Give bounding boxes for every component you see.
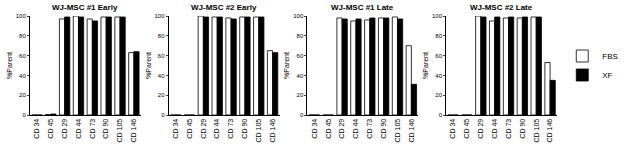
svg-text:60: 60 <box>435 53 442 59</box>
svg-text:100: 100 <box>293 13 304 19</box>
svg-text:CD 44: CD 44 <box>75 119 82 139</box>
svg-text:FBS: FBS <box>602 52 618 61</box>
svg-text:CD 90: CD 90 <box>102 119 109 139</box>
svg-text:CD 90: CD 90 <box>380 119 387 139</box>
svg-text:0: 0 <box>161 112 165 118</box>
svg-text:20: 20 <box>297 92 304 98</box>
svg-text:CD 29: CD 29 <box>61 119 68 139</box>
svg-text:60: 60 <box>19 53 26 59</box>
svg-text:80: 80 <box>19 33 26 39</box>
svg-text:80: 80 <box>297 33 304 39</box>
svg-text:20: 20 <box>158 92 165 98</box>
svg-text:0: 0 <box>300 112 304 118</box>
svg-text:CD 29: CD 29 <box>477 119 484 139</box>
svg-text:WJ-MSC #1 Late: WJ-MSC #1 Late <box>331 3 394 12</box>
svg-text:CD 105: CD 105 <box>255 119 262 143</box>
svg-text:CD 73: CD 73 <box>227 119 234 139</box>
svg-text:CD 44: CD 44 <box>491 119 498 139</box>
svg-text:20: 20 <box>19 92 26 98</box>
svg-text:CD 45: CD 45 <box>186 119 193 139</box>
svg-text:CD 45: CD 45 <box>325 119 332 139</box>
svg-text:CD 146: CD 146 <box>408 119 415 143</box>
svg-text:CD 146: CD 146 <box>546 119 553 143</box>
svg-text:40: 40 <box>158 73 165 79</box>
svg-text:CD 105: CD 105 <box>116 119 123 143</box>
svg-text:CD 44: CD 44 <box>213 119 220 139</box>
svg-text:40: 40 <box>297 73 304 79</box>
svg-text:100: 100 <box>16 13 27 19</box>
svg-text:CD 34: CD 34 <box>449 119 456 139</box>
svg-text:60: 60 <box>158 53 165 59</box>
svg-text:CD 34: CD 34 <box>311 119 318 139</box>
svg-text:100: 100 <box>432 13 443 19</box>
svg-text:40: 40 <box>435 73 442 79</box>
svg-text:WJ-MSC #1 Early: WJ-MSC #1 Early <box>52 3 118 12</box>
svg-text:100: 100 <box>155 13 166 19</box>
svg-text:CD 146: CD 146 <box>269 119 276 143</box>
svg-text:CD 29: CD 29 <box>200 119 207 139</box>
svg-text:CD 45: CD 45 <box>463 119 470 139</box>
svg-text:CD 105: CD 105 <box>533 119 540 143</box>
svg-text:CD 34: CD 34 <box>33 119 40 139</box>
svg-text:CD 90: CD 90 <box>519 119 526 139</box>
svg-text:20: 20 <box>435 92 442 98</box>
svg-text:CD 73: CD 73 <box>89 119 96 139</box>
svg-text:CD 105: CD 105 <box>394 119 401 143</box>
svg-text:%Parent: %Parent <box>422 52 429 79</box>
svg-text:CD 45: CD 45 <box>47 119 54 139</box>
svg-text:CD 34: CD 34 <box>172 119 179 139</box>
svg-text:CD 90: CD 90 <box>241 119 248 139</box>
svg-text:60: 60 <box>297 53 304 59</box>
svg-text:CD 73: CD 73 <box>366 119 373 139</box>
svg-text:CD 146: CD 146 <box>130 119 137 143</box>
svg-text:0: 0 <box>22 112 26 118</box>
svg-text:80: 80 <box>435 33 442 39</box>
svg-text:%Parent: %Parent <box>145 52 152 79</box>
svg-text:WJ-MSC #2 Late: WJ-MSC #2 Late <box>470 3 533 12</box>
svg-text:CD 73: CD 73 <box>505 119 512 139</box>
svg-text:WJ-MSC #2 Early: WJ-MSC #2 Early <box>191 3 257 12</box>
svg-text:80: 80 <box>158 33 165 39</box>
svg-text:40: 40 <box>19 73 26 79</box>
svg-text:XF: XF <box>602 71 612 80</box>
svg-text:CD 44: CD 44 <box>352 119 359 139</box>
svg-text:%Parent: %Parent <box>6 52 13 79</box>
svg-text:0: 0 <box>439 112 443 118</box>
svg-text:CD 29: CD 29 <box>338 119 345 139</box>
svg-text:%Parent: %Parent <box>283 52 290 79</box>
